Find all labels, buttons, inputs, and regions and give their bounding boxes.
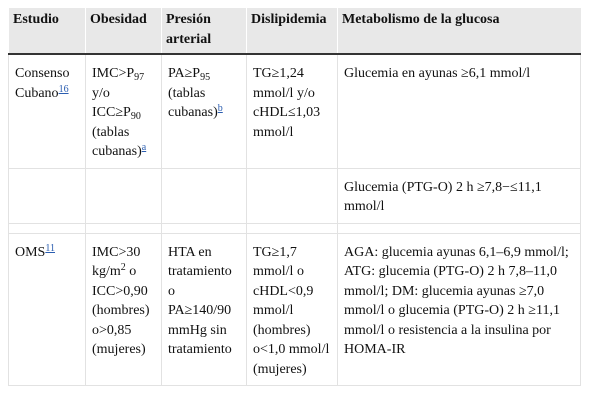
table-row: OMS11 IMC>30 kg/m2 o ICC>0,90 (hombres) o… <box>8 232 581 386</box>
superscript: 2 <box>120 262 126 273</box>
spacer-cell <box>161 222 247 234</box>
cell-text: HTA en tratamiento o PA≥140/90 mmHg sin … <box>168 244 232 358</box>
header-cell: Estudio <box>8 8 86 55</box>
cell-text: o ICC>0,90 (hombres) o>0,85 (mujeres) <box>92 264 150 357</box>
subscript: 95 <box>200 72 211 83</box>
table-cell: Glucemia en ayunas ≥6,1 mmol/l <box>337 53 581 169</box>
table-row: Glucemia (PTG-O) 2 h ≥7,8−≤11,1 mmol/l <box>8 167 581 224</box>
cell-text: Consenso Cubano <box>15 66 70 101</box>
table-cell <box>8 167 86 224</box>
table-row: Consenso Cubano16 IMC>P97 y/o ICC≥P90 (ta… <box>8 53 581 169</box>
header-row: Estudio Obesidad Presión arterial Dislipide… <box>8 8 581 55</box>
cell-text: OMS <box>15 244 46 260</box>
cell-text: AGA: glucemia ayunas 6,1–6,9 mmol/l; ATG… <box>344 244 569 358</box>
cell-text: TG≥1,7 mmol/l o cHDL<0,9 mmol/l (hombres… <box>253 244 330 377</box>
subscript: 97 <box>134 72 145 83</box>
table-cell: PA≥P95 (tablas cubanas)b <box>161 53 247 169</box>
table-cell: OMS11 <box>8 232 86 386</box>
table-cell <box>85 167 162 224</box>
table-body: Consenso Cubano16 IMC>P97 y/o ICC≥P90 (ta… <box>8 53 581 386</box>
cell-text: (tablas cubanas) <box>168 85 218 121</box>
cell-text: Glucemia en ayunas ≥6,1 mmol/l <box>344 66 531 81</box>
table-cell: HTA en tratamiento o PA≥140/90 mmHg sin … <box>161 232 247 386</box>
table-cell: Consenso Cubano16 <box>8 53 86 169</box>
reference-link[interactable]: a <box>141 142 147 153</box>
table-cell: TG≥1,7 mmol/l o cHDL<0,9 mmol/l (hombres… <box>246 232 338 386</box>
subscript: 90 <box>130 111 141 122</box>
cell-text: Glucemia (PTG-O) 2 h ≥7,8−≤11,1 mmol/l <box>344 179 542 215</box>
data-table: Estudio Obesidad Presión arterial Dislipide… <box>8 8 581 386</box>
spacer-cell <box>85 222 162 234</box>
table-cell: IMC>P97 y/o ICC≥P90 (tablas cubanas)a <box>85 53 162 169</box>
spacer-cell <box>8 222 86 234</box>
table-cell: AGA: glucemia ayunas 6,1–6,9 mmol/l; ATG… <box>337 232 581 386</box>
cell-text: IMC>30 kg/m <box>92 244 141 280</box>
header-cell: Dislipidemia <box>246 8 338 55</box>
header-cell: Obesidad <box>85 8 162 55</box>
cell-text: y/o ICC≥P <box>92 85 131 121</box>
cell-text: IMC>P <box>92 66 135 81</box>
reference-link[interactable]: b <box>217 103 223 114</box>
table-cell <box>161 167 247 224</box>
table-cell: Glucemia (PTG-O) 2 h ≥7,8−≤11,1 mmol/l <box>337 167 581 224</box>
spacer-row <box>8 222 581 234</box>
spacer-cell <box>337 222 581 234</box>
cell-text: PA≥P <box>168 66 201 81</box>
spacer-cell <box>246 222 338 234</box>
reference-link[interactable]: 16 <box>58 83 69 95</box>
reference-link[interactable]: 11 <box>45 242 55 254</box>
cell-text: (tablas cubanas) <box>92 124 142 160</box>
header-cell: Metabolismo de la glucosa <box>337 8 581 55</box>
table-cell <box>246 167 338 224</box>
table-cell: IMC>30 kg/m2 o ICC>0,90 (hombres) o>0,85… <box>85 232 162 386</box>
cell-text: TG≥1,24 mmol/l y/o cHDL≤1,03 mmol/l <box>253 66 321 140</box>
header-cell: Presión arterial <box>161 8 247 55</box>
table-cell: TG≥1,24 mmol/l y/o cHDL≤1,03 mmol/l <box>246 53 338 169</box>
